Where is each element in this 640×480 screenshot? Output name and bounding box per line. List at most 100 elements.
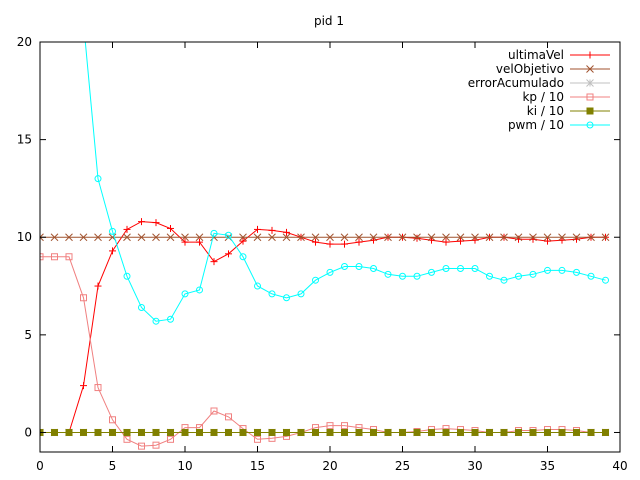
data-point [181, 233, 189, 242]
data-point [210, 258, 218, 266]
data-point [413, 272, 421, 280]
data-point [225, 250, 232, 258]
data-point [225, 428, 232, 436]
data-point [40, 253, 44, 261]
data-point [283, 428, 290, 436]
data-point [196, 238, 203, 246]
data-point [254, 225, 261, 233]
data-point [326, 428, 334, 436]
x-tick-label: 25 [395, 459, 410, 473]
x-tick-label: 5 [109, 459, 117, 473]
data-point [239, 253, 247, 261]
legend-label: ultimaVel [508, 48, 564, 62]
x-tick-label: 20 [322, 459, 337, 473]
x-tick-label: 40 [612, 459, 627, 473]
data-point [51, 253, 58, 261]
data-point [558, 266, 566, 274]
data-point [457, 237, 464, 245]
data-point [210, 428, 218, 436]
data-point [94, 282, 102, 290]
data-point [311, 233, 320, 242]
data-point [152, 219, 160, 227]
y-tick-label: 5 [24, 328, 32, 342]
y-tick-label: 20 [17, 35, 32, 49]
data-point [109, 416, 116, 424]
legend-marker [586, 79, 594, 87]
data-point [283, 228, 290, 236]
data-point [225, 413, 232, 421]
data-point [297, 290, 305, 298]
data-point [80, 294, 87, 302]
data-point [138, 428, 145, 436]
data-point [80, 428, 87, 436]
data-point [427, 233, 436, 242]
data-point [195, 233, 204, 242]
data-point [486, 272, 493, 280]
data-point [40, 233, 44, 242]
data-point [355, 428, 363, 436]
data-point [428, 268, 435, 276]
data-point [369, 233, 378, 242]
data-point [399, 272, 406, 280]
axes: 0 5 10 15 20 25 30 35 40 0 5 10 15 20 [17, 35, 628, 473]
data-point [456, 233, 465, 242]
data-point [442, 238, 450, 246]
data-point [225, 231, 232, 239]
data-point [500, 233, 508, 242]
data-point [239, 233, 247, 242]
data-point [138, 218, 145, 226]
data-point [471, 233, 479, 242]
data-point [457, 264, 464, 272]
data-point [573, 268, 580, 276]
data-point [515, 428, 522, 436]
data-point [268, 226, 276, 234]
data-point [399, 428, 406, 436]
data-point [544, 428, 551, 436]
data-point [254, 435, 261, 443]
data-point [558, 233, 566, 242]
data-point [471, 264, 479, 272]
data-point [442, 264, 450, 272]
data-point [137, 233, 146, 242]
series-4 [40, 428, 609, 436]
data-point [515, 272, 522, 280]
data-point [282, 233, 291, 242]
legend-marker [586, 51, 594, 59]
data-point [268, 290, 276, 298]
data-point [500, 276, 508, 284]
data-point [341, 428, 348, 436]
data-point [341, 240, 348, 248]
data-point [370, 428, 377, 436]
data-point [312, 238, 319, 246]
data-point [210, 229, 218, 237]
data-point [457, 428, 464, 436]
data-point [602, 428, 609, 436]
data-point [558, 428, 566, 436]
legend-label: ki / 10 [527, 104, 564, 118]
data-point [413, 234, 421, 242]
plot-area [40, 42, 610, 450]
data-point [384, 270, 392, 278]
data-point [341, 422, 348, 430]
data-point [428, 428, 435, 436]
data-point [485, 233, 494, 242]
data-point [123, 435, 131, 443]
legend-label: pwm / 10 [508, 118, 564, 132]
data-point [355, 233, 363, 242]
data-point [543, 233, 552, 242]
data-point [79, 233, 88, 242]
data-point [268, 233, 276, 242]
data-point [326, 422, 334, 430]
data-point [138, 304, 145, 312]
data-point [471, 428, 479, 436]
data-point [123, 225, 131, 233]
data-point [442, 233, 450, 242]
y-tick-label: 10 [17, 230, 32, 244]
data-point [94, 428, 102, 436]
data-point [94, 233, 102, 242]
data-point [340, 233, 349, 242]
x-tick-label: 15 [250, 459, 265, 473]
chart-title: pid 1 [314, 14, 344, 28]
data-point [384, 233, 392, 242]
data-point [152, 441, 160, 449]
